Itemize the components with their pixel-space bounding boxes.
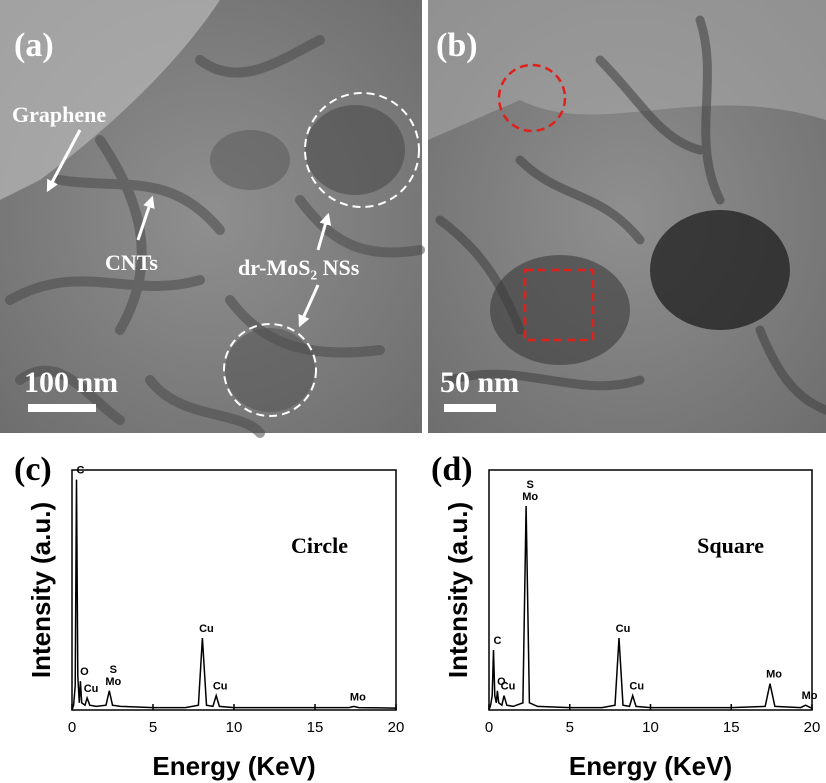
plot-frame — [489, 470, 812, 710]
x-tick-label: 15 — [723, 719, 740, 736]
chart-title: Circle — [291, 533, 348, 558]
plot-frame — [72, 470, 396, 710]
x-axis-title: Energy (KeV) — [152, 751, 315, 781]
x-axis-title: Energy (KeV) — [569, 751, 732, 781]
peak-label: Mo — [350, 691, 366, 703]
x-tick-label: 5 — [149, 719, 157, 736]
peak-label: Mo — [105, 676, 121, 688]
peak-label: C — [77, 465, 85, 477]
x-tick-label: 20 — [804, 719, 821, 736]
annotation: dr-MoS₂ NSs — [238, 255, 360, 280]
annotation: Graphene — [12, 102, 106, 127]
panel-label: (b) — [436, 27, 478, 64]
panel-label: (c) — [14, 451, 52, 488]
peak-label: Cu — [84, 683, 99, 695]
peak-label: Cu — [213, 681, 228, 693]
chart-title: Square — [697, 533, 764, 558]
peak-label: Mo — [522, 491, 538, 503]
figure: (a) Graphene CNTs dr-MoS₂ NSs 100 nm (b)… — [0, 0, 826, 783]
peak-label: Cu — [199, 623, 214, 635]
panel-label: (a) — [14, 27, 54, 64]
peak-label: S — [110, 664, 117, 676]
x-tick-label: 5 — [566, 719, 574, 736]
x-tick-label: 15 — [307, 719, 324, 736]
y-axis-title: Intensity (a.u.) — [26, 502, 56, 678]
peak-label: Cu — [616, 623, 631, 635]
x-tick-label: 0 — [485, 719, 493, 736]
peak-label: S — [526, 479, 533, 491]
x-tick-label: 0 — [68, 719, 76, 736]
peak-label: Cu — [501, 681, 516, 693]
panel-label: (d) — [431, 451, 473, 488]
peak-label: O — [80, 666, 89, 678]
x-tick-label: 10 — [226, 719, 243, 736]
peak-label: Cu — [629, 681, 644, 693]
x-tick-label: 20 — [388, 719, 405, 736]
scale-bar-label: 50 nm — [440, 366, 519, 399]
peak-label: Mo — [802, 690, 818, 702]
peak-label: Mo — [766, 669, 782, 681]
annotation: CNTs — [105, 250, 158, 275]
scale-bar-label: 100 nm — [24, 366, 118, 399]
y-axis-title: Intensity (a.u.) — [443, 502, 473, 678]
peak-label: C — [494, 635, 502, 647]
x-tick-label: 10 — [642, 719, 659, 736]
